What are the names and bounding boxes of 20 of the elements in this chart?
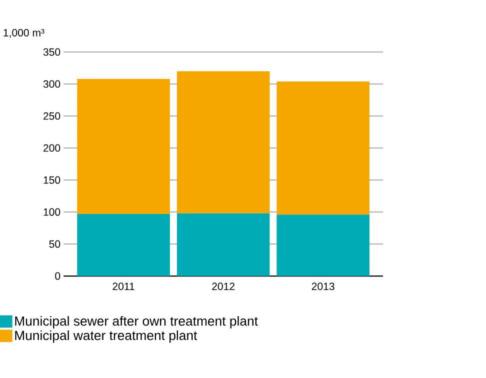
legend-label: Municipal sewer after own treatment plant [15, 316, 258, 328]
y-tick-label: 0 [55, 272, 60, 280]
x-tick-label: 2013 [312, 282, 334, 290]
y-tick-label: 150 [44, 176, 60, 184]
y-tick-label: 250 [44, 112, 60, 120]
bar [176, 71, 270, 214]
y-tick-label: 300 [43, 80, 60, 88]
y-tick-label: 100 [44, 208, 60, 216]
bar [276, 214, 370, 276]
bar [276, 81, 370, 214]
bar [77, 78, 170, 214]
bar [176, 213, 270, 276]
y-tick-label: 350 [43, 48, 60, 56]
legend-label: Municipal water treatment plant [15, 330, 198, 343]
x-tick-label: 2011 [112, 282, 134, 290]
y-tick-label: 50 [49, 240, 60, 248]
y-axis-title: 1,000 m³ [4, 28, 44, 38]
x-tick-label: 2012 [212, 282, 234, 290]
bar [77, 214, 170, 276]
y-tick-label: 200 [44, 144, 60, 152]
